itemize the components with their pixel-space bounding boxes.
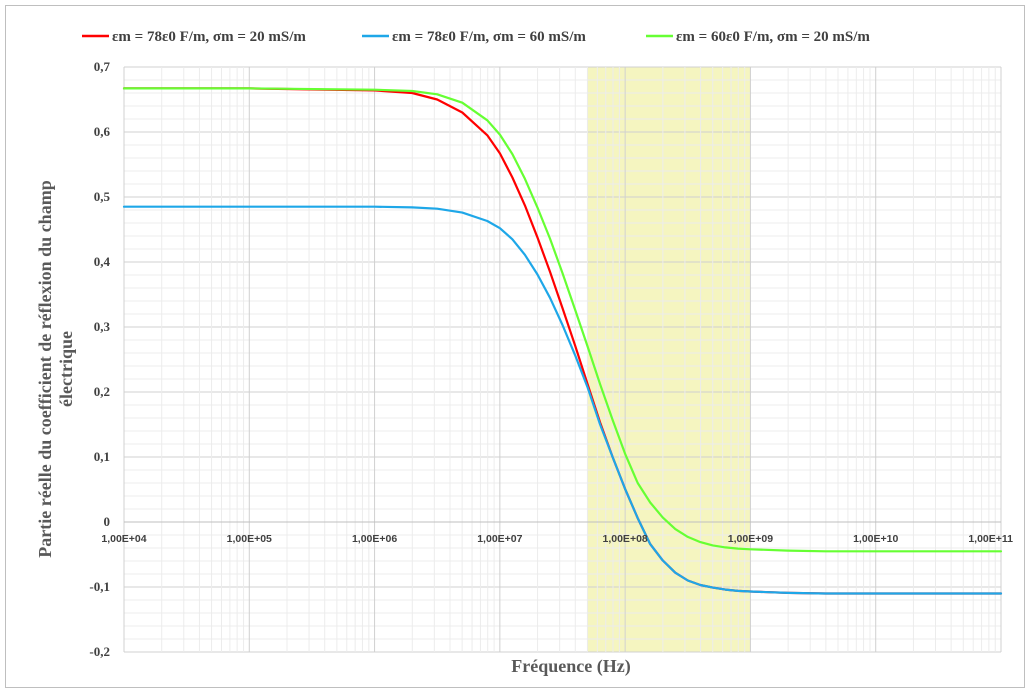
series-line-3 <box>122 87 1003 553</box>
y-tick-label: -0,2 <box>89 644 110 659</box>
highlight-band <box>587 67 751 652</box>
grid-layer <box>123 66 1002 653</box>
legend-label: εm = 78ε0 F/m, σm = 20 mS/m <box>112 29 306 45</box>
y-axis-title-line-1: Partie réelle du coefficient de réflexio… <box>35 180 55 557</box>
legend-item-1: εm = 78ε0 F/m, σm = 20 mS/m <box>82 29 306 45</box>
legend-label: εm = 78ε0 F/m, σm = 60 mS/m <box>392 29 586 45</box>
y-axis-title: Partie réelle du coefficient de réflexio… <box>35 180 76 557</box>
y-tick-label: 0,6 <box>94 124 111 139</box>
x-tick-labels: 1,00E+04 1,00E+05 1,00E+06 1,00E+07 1,00E+08… <box>101 533 1013 545</box>
x-tick-label: 1,00E+10 <box>853 533 898 545</box>
legend: εm = 78ε0 F/m, σm = 20 mS/m εm = 78ε0 F/m… <box>82 29 870 45</box>
legend-label: εm = 60ε0 F/m, σm = 20 mS/m <box>676 29 870 45</box>
y-axis-title-line-2: électrique <box>56 331 76 407</box>
x-tick-label: 1,00E+09 <box>728 533 773 545</box>
x-tick-label: 1,00E+08 <box>603 533 648 545</box>
y-tick-label: 0 <box>104 514 111 529</box>
x-axis-title: Fréquence (Hz) <box>511 656 630 677</box>
x-tick-label: 1,00E+07 <box>477 533 522 545</box>
y-tick-label: 0,3 <box>94 319 111 334</box>
x-tick-label: 1,00E+05 <box>227 533 272 545</box>
line-chart: -0,2-0,100,10,20,30,40,50,60,7 1,00E+04 1… <box>35 29 1013 677</box>
y-tick-labels: -0,2 -0,1 0 0,1 0,2 0,3 0,4 0,5 0,6 0,7 <box>89 59 110 659</box>
series-line-2 <box>122 205 1003 595</box>
y-tick-label: 0,7 <box>94 59 111 74</box>
highlight-band-layer <box>587 67 751 652</box>
legend-item-3: εm = 60ε0 F/m, σm = 20 mS/m <box>646 29 870 45</box>
legend-item-2: εm = 78ε0 F/m, σm = 60 mS/m <box>362 29 586 45</box>
chart-frame: -0,2 -0,1 0 0,1 0,2 0,3 0,4 0,5 0,6 0,7 1,00E+04 1… <box>5 5 1025 688</box>
y-tick-label: 0,1 <box>94 449 110 464</box>
y-tick-label: 0,2 <box>94 384 110 399</box>
y-tick-label: 0,4 <box>94 254 111 269</box>
x-tick-label: 1,00E+11 <box>968 533 1013 545</box>
y-tick-label: -0,1 <box>89 579 110 594</box>
series-line-1 <box>122 87 1003 595</box>
x-tick-label: 1,00E+04 <box>101 533 146 545</box>
x-tick-label: 1,00E+06 <box>352 533 397 545</box>
y-tick-label: 0,5 <box>94 189 111 204</box>
series-layer <box>122 87 1003 595</box>
